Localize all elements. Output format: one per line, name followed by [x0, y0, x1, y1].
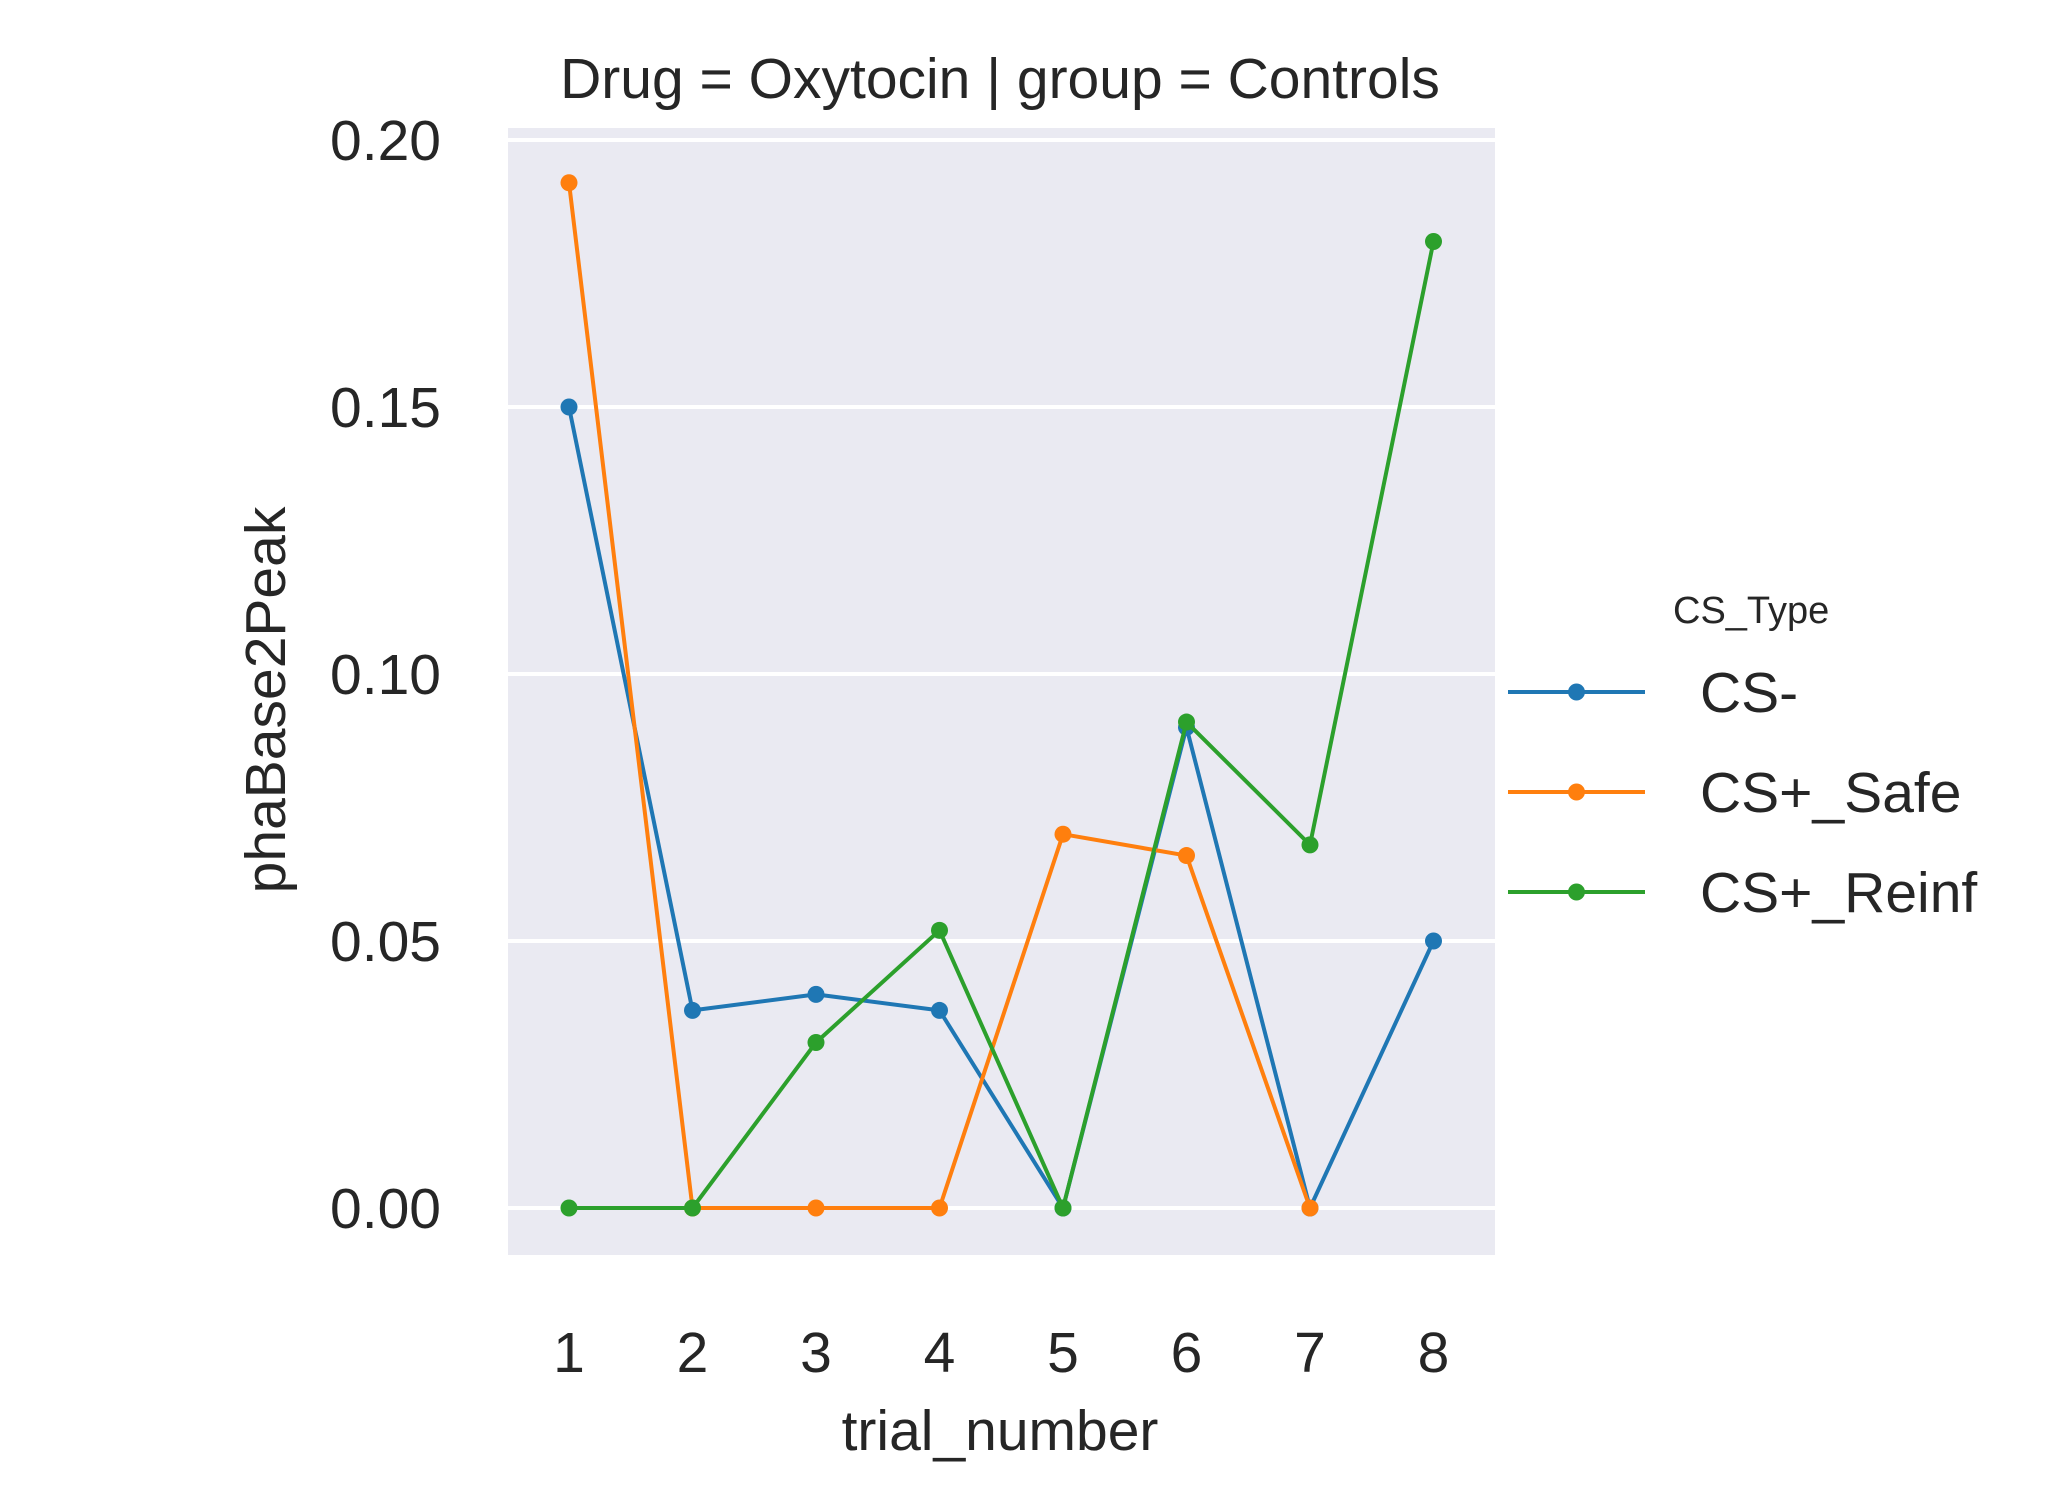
data-point	[1425, 232, 1442, 250]
data-point	[1301, 836, 1319, 854]
series-2	[560, 232, 1442, 1217]
y-tick-label: 0.05	[330, 910, 441, 974]
legend-title: CS_Type	[1673, 590, 1829, 632]
data-point	[931, 1001, 948, 1019]
series-line	[569, 241, 1436, 1210]
data-point	[560, 174, 578, 192]
x-tick-labels: 1 2 3 4 5 6 7 8	[553, 1321, 1449, 1385]
x-tick-label: 4	[924, 1321, 956, 1385]
data-point	[684, 1199, 701, 1217]
data-point	[1054, 1199, 1072, 1217]
data-point	[684, 1001, 701, 1019]
series-line	[567, 406, 1436, 1210]
data-point	[931, 1199, 948, 1217]
data-point	[560, 1199, 578, 1217]
data-point	[1054, 825, 1072, 843]
gridlines	[508, 138, 1495, 1210]
x-tick-label: 3	[800, 1321, 832, 1385]
data-point	[931, 921, 948, 939]
legend: CS_Type CS- CS+_Safe CS+_Reinf	[1508, 590, 1977, 925]
legend-marker	[1568, 883, 1585, 901]
y-tick-label: 0.00	[330, 1177, 441, 1241]
x-tick-label: 1	[553, 1321, 585, 1385]
data-point	[1425, 932, 1442, 950]
legend-label: CS+_Reinf	[1700, 861, 1977, 925]
data-point	[807, 985, 825, 1003]
legend-item: CS+_Reinf	[1508, 861, 1977, 925]
x-tick-label: 8	[1418, 1321, 1450, 1385]
chart-title: Drug = Oxytocin | group = Controls	[560, 47, 1440, 111]
data-point	[1178, 847, 1195, 865]
plot-area	[508, 128, 1495, 1255]
data-point	[807, 1199, 825, 1217]
data-point	[560, 398, 578, 416]
y-tick-label: 0.20	[330, 109, 441, 173]
y-tick-labels: 0.00 0.05 0.10 0.15 0.20	[330, 109, 441, 1241]
series-layer	[560, 174, 1442, 1217]
y-tick-label: 0.15	[330, 376, 441, 440]
x-tick-label: 6	[1171, 1321, 1203, 1385]
legend-item: CS+_Safe	[1508, 761, 1961, 825]
legend-label: CS-	[1700, 661, 1798, 725]
x-tick-label: 5	[1047, 1321, 1079, 1385]
x-tick-label: 2	[677, 1321, 709, 1385]
legend-item: CS-	[1508, 661, 1798, 725]
data-point	[1178, 713, 1195, 731]
y-tick-label: 0.10	[330, 643, 441, 707]
x-axis-label: trial_number	[842, 1399, 1159, 1463]
legend-label: CS+_Safe	[1700, 761, 1961, 825]
legend-marker	[1568, 783, 1585, 801]
legend-marker	[1568, 683, 1585, 701]
x-tick-label: 7	[1294, 1321, 1326, 1385]
data-point	[1301, 1199, 1319, 1217]
y-axis-label: phaBase2Peak	[234, 506, 298, 893]
data-point	[807, 1033, 825, 1051]
